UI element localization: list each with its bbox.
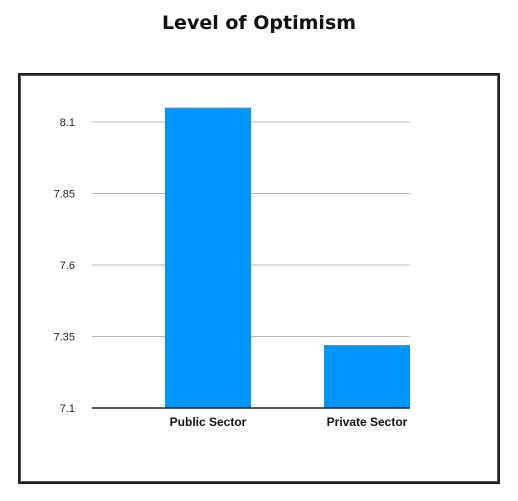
x-axis-ticks: Public Sector Private Sector (170, 415, 408, 429)
y-tick-label: 8.1 (60, 117, 75, 129)
chart-frame (18, 73, 500, 484)
y-axis-ticks: 7.1 7.35 7.6 7.85 8.1 (54, 117, 75, 415)
x-tick-label: Private Sector (327, 415, 408, 429)
chart-title: Level of Optimism (161, 12, 357, 34)
y-tick-label: 7.1 (60, 403, 75, 415)
bar (324, 345, 410, 408)
bars (165, 107, 410, 408)
bar (165, 107, 251, 408)
y-tick-label: 7.6 (60, 260, 75, 272)
y-tick-label: 7.85 (54, 189, 75, 201)
x-tick-label: Public Sector (170, 415, 247, 429)
y-tick-label: 7.35 (54, 332, 75, 344)
